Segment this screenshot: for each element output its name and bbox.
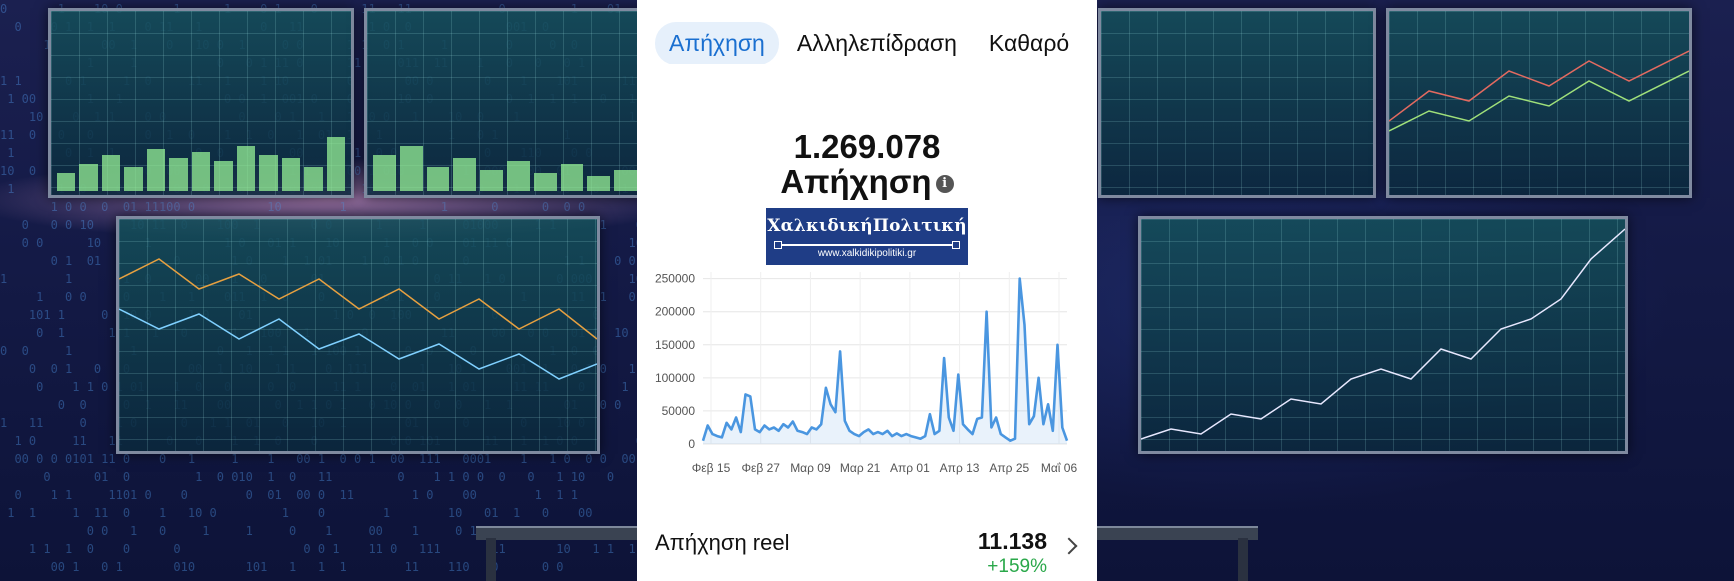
chevron-right-icon[interactable] [1061, 538, 1078, 555]
x-tick-label: Απρ 13 [940, 461, 980, 475]
tab-net[interactable]: Καθαρό [975, 22, 1075, 64]
total-reach-label: Απήχηση i [637, 163, 1097, 201]
left-bottom-panel [116, 216, 600, 454]
x-tick-label: Μαρ 21 [840, 461, 881, 475]
reach-line [703, 279, 1067, 441]
logo-url: www.xalkidikipolitiki.gr [766, 248, 968, 259]
x-tick-label: Φεβ 27 [741, 461, 780, 475]
tab-reach[interactable]: Απήχηση [655, 22, 779, 64]
y-tick-label: 100000 [655, 371, 695, 385]
tab-engagement[interactable]: Αλληλεπίδραση [783, 22, 971, 64]
y-tick-label: 50000 [662, 404, 696, 418]
insights-screen: Απήχηση Αλληλεπίδραση Καθαρό 1.269.078 Α… [637, 0, 1097, 581]
total-reach-value: 1.269.078 [637, 128, 1097, 166]
x-tick-label: Απρ 01 [890, 461, 930, 475]
x-tick-label: Φεβ 15 [692, 461, 731, 475]
info-icon[interactable]: i [936, 175, 954, 193]
y-tick-label: 150000 [655, 338, 695, 352]
reach-chart: 250000 200000 150000 100000 50000 0 Φεβ 15 Φεβ … [637, 264, 1097, 484]
left-top-panel-1 [48, 8, 354, 198]
left-top-panel-2 [364, 8, 646, 198]
x-tick-label: Απρ 25 [989, 461, 1029, 475]
reel-reach-label: Απήχηση reel [655, 530, 789, 556]
right-bench [1096, 526, 1258, 540]
reel-reach-row[interactable]: Απήχηση reel 11.138 +159% [655, 520, 1079, 580]
reach-label-text: Απήχηση [780, 163, 931, 200]
page-logo: ΧαλκιδικήΠολιτική www.xalkidikipolitiki.… [766, 208, 968, 265]
y-tick-label: 200000 [655, 305, 695, 319]
reach-area [703, 279, 1067, 444]
logo-title: ΧαλκιδικήΠολιτική [766, 216, 968, 236]
right-bottom-panel [1138, 216, 1628, 454]
y-tick-label: 0 [688, 437, 695, 451]
metric-tabs: Απήχηση Αλληλεπίδραση Καθαρό [655, 22, 1075, 64]
x-tick-label: Μαΐ 06 [1041, 461, 1078, 475]
reel-reach-change: +159% [987, 556, 1047, 578]
right-top-panel-1 [1098, 8, 1376, 198]
right-top-panel-2 [1386, 8, 1692, 198]
reel-reach-value: 11.138 [978, 528, 1047, 555]
left-bench [476, 526, 640, 540]
x-tick-label: Μαρ 09 [790, 461, 831, 475]
y-tick-label: 250000 [655, 272, 695, 286]
